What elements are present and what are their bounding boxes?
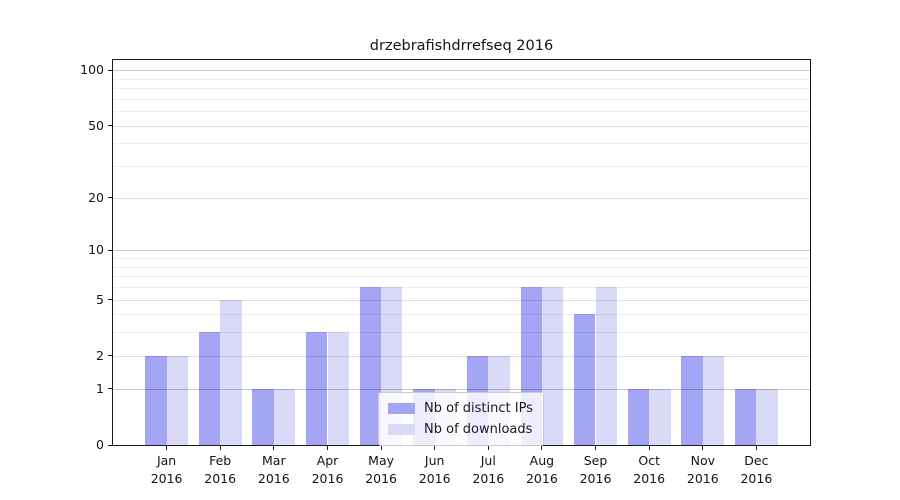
grid-line bbox=[113, 314, 810, 316]
bar bbox=[220, 299, 242, 445]
bar bbox=[273, 388, 296, 445]
bar bbox=[702, 355, 725, 445]
x-tick-mark bbox=[595, 446, 596, 450]
bar bbox=[166, 355, 188, 445]
y-tick-label: 50 bbox=[88, 117, 104, 133]
y-tick-mark bbox=[108, 355, 112, 357]
y-tick-mark bbox=[108, 388, 112, 390]
x-tick-label: May 2016 bbox=[365, 453, 397, 486]
x-tick-label: Jun 2016 bbox=[418, 453, 451, 486]
x-tick-label: Feb 2016 bbox=[204, 453, 237, 486]
x-tick-label: Dec 2016 bbox=[740, 453, 773, 486]
bar bbox=[359, 287, 381, 445]
gridlines-layer bbox=[113, 60, 810, 445]
x-tick-label: Mar 2016 bbox=[257, 453, 290, 486]
grid-line bbox=[113, 250, 810, 252]
bar bbox=[595, 287, 617, 445]
x-tick-label: Jul 2016 bbox=[472, 453, 505, 486]
grid-line bbox=[113, 125, 810, 127]
grid-line bbox=[113, 266, 810, 268]
grid-line bbox=[113, 88, 810, 90]
y-tick-label: 5 bbox=[96, 291, 104, 307]
legend-item-downloads: Nb of downloads bbox=[388, 419, 533, 440]
y-tick-mark bbox=[108, 197, 112, 199]
x-tick-mark bbox=[434, 446, 436, 450]
y-tick-mark bbox=[108, 444, 112, 446]
legend-label-distinct-ips: Nb of distinct IPs bbox=[424, 401, 533, 416]
y-tick-label: 1 bbox=[96, 380, 104, 396]
y-tick-label: 20 bbox=[88, 189, 104, 205]
grid-line bbox=[113, 276, 810, 278]
y-tick-mark bbox=[108, 249, 112, 251]
grid-line bbox=[113, 78, 810, 80]
grid-line bbox=[113, 287, 810, 288]
x-tick-mark bbox=[541, 446, 543, 450]
legend-swatch-distinct-ips bbox=[388, 403, 415, 414]
bar bbox=[627, 388, 650, 445]
y-tick-label: 2 bbox=[96, 347, 104, 363]
chart-title: drzebrafishdrrefseq 2016 bbox=[369, 38, 554, 54]
grid-line bbox=[113, 355, 810, 357]
x-tick-mark bbox=[755, 446, 757, 450]
bar bbox=[306, 332, 328, 445]
x-tick-mark bbox=[380, 446, 382, 450]
grid-line bbox=[113, 258, 810, 259]
x-tick-mark bbox=[702, 446, 704, 450]
legend-swatch-downloads bbox=[388, 424, 415, 435]
x-tick-mark bbox=[327, 446, 328, 450]
x-tick-label: Apr 2016 bbox=[311, 453, 344, 486]
bar bbox=[574, 314, 596, 445]
grid-line bbox=[113, 98, 810, 100]
bar bbox=[734, 388, 757, 445]
legend: Nb of distinct IPs Nb of downloads bbox=[378, 392, 544, 446]
plot-area: Nb of distinct IPs Nb of downloads bbox=[112, 59, 811, 446]
y-tick-label: 100 bbox=[80, 62, 104, 78]
grid-line bbox=[113, 143, 810, 145]
bar bbox=[252, 388, 274, 445]
grid-line bbox=[113, 166, 810, 168]
bar bbox=[541, 287, 564, 445]
bar bbox=[649, 388, 671, 445]
x-tick-mark bbox=[219, 446, 221, 450]
legend-item-distinct-ips: Nb of distinct IPs bbox=[388, 398, 533, 419]
x-tick-label: Nov 2016 bbox=[686, 453, 719, 486]
bar bbox=[681, 355, 703, 445]
grid-line bbox=[113, 111, 810, 113]
y-tick-mark bbox=[108, 69, 112, 71]
y-tick-mark bbox=[108, 125, 112, 127]
y-tick-label: 10 bbox=[88, 242, 104, 258]
x-tick-mark bbox=[166, 446, 168, 450]
x-tick-label: Aug 2016 bbox=[525, 453, 558, 486]
x-tick-label: Jan 2016 bbox=[150, 453, 183, 486]
bar bbox=[756, 388, 778, 445]
x-tick-label: Sep 2016 bbox=[579, 453, 612, 486]
x-tick-mark bbox=[487, 446, 489, 450]
y-tick-label: 0 bbox=[96, 437, 104, 452]
grid-line bbox=[113, 332, 810, 334]
grid-line bbox=[113, 70, 810, 72]
x-tick-label: Oct 2016 bbox=[633, 453, 666, 486]
grid-line bbox=[113, 299, 810, 301]
legend-label-downloads: Nb of downloads bbox=[424, 422, 533, 437]
bar bbox=[198, 332, 221, 445]
x-tick-mark bbox=[648, 446, 650, 450]
bar bbox=[145, 355, 167, 445]
grid-line bbox=[113, 388, 810, 390]
x-tick-mark bbox=[273, 446, 275, 450]
grid-line bbox=[113, 197, 810, 199]
bar bbox=[327, 332, 349, 445]
y-tick-mark bbox=[108, 299, 112, 300]
